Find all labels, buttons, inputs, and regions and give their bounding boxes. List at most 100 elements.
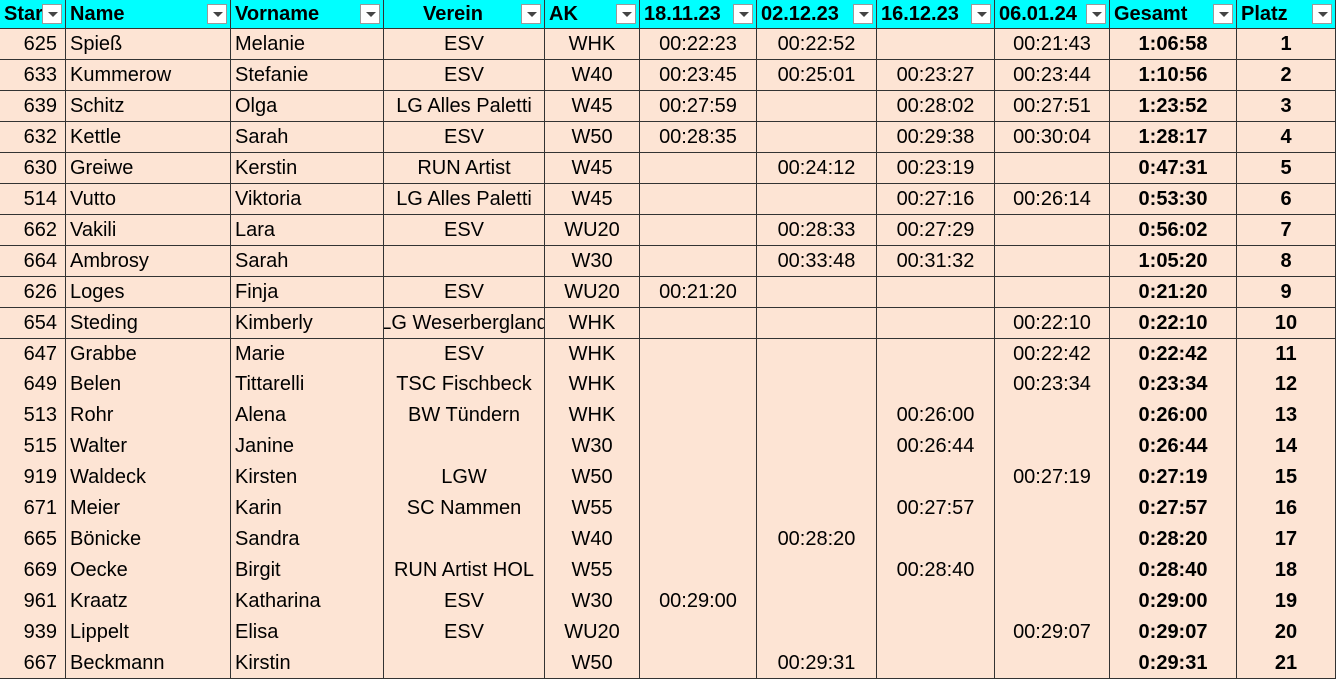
table-cell: 00:23:44 <box>995 59 1110 92</box>
column-header: Vorname <box>231 0 384 29</box>
table-cell <box>757 276 877 309</box>
table-cell: ESV <box>384 586 545 618</box>
table-cell: 0:27:57 <box>1110 493 1237 525</box>
table-cell: 647 <box>0 338 66 370</box>
table-cell: 00:23:19 <box>877 152 995 185</box>
table-cell <box>995 152 1110 185</box>
filter-button[interactable] <box>360 4 380 24</box>
table-cell <box>384 648 545 679</box>
column-header: 02.12.23 <box>757 0 877 29</box>
table-cell: WU20 <box>545 276 640 309</box>
table-cell <box>640 400 757 432</box>
filter-button[interactable] <box>1086 4 1106 24</box>
filter-button[interactable] <box>1213 4 1233 24</box>
column-header: Verein <box>384 0 545 29</box>
table-cell: BW Tündern <box>384 400 545 432</box>
table-cell: 0:29:07 <box>1110 617 1237 649</box>
table-cell: W30 <box>545 586 640 618</box>
table-cell: 1 <box>1237 29 1336 61</box>
table-cell <box>757 555 877 587</box>
table-cell: 0:53:30 <box>1110 183 1237 216</box>
table-cell: 515 <box>0 431 66 463</box>
table-cell: 0:21:20 <box>1110 276 1237 309</box>
table-cell <box>877 338 995 370</box>
table-cell: 00:22:23 <box>640 29 757 61</box>
table-cell: WU20 <box>545 214 640 247</box>
table-cell: Kerstin <box>231 152 384 185</box>
table-cell: 00:21:43 <box>995 29 1110 61</box>
table-cell <box>757 462 877 494</box>
table-cell: 939 <box>0 617 66 649</box>
table-cell: Katharina <box>231 586 384 618</box>
table-cell <box>757 369 877 401</box>
filter-button[interactable] <box>1312 4 1332 24</box>
table-cell: 00:26:14 <box>995 183 1110 216</box>
table-cell: 00:29:38 <box>877 121 995 154</box>
table-cell: ESV <box>384 617 545 649</box>
table-cell: 00:28:02 <box>877 90 995 123</box>
table-cell: Lippelt <box>66 617 231 649</box>
table-cell <box>640 214 757 247</box>
filter-button[interactable] <box>42 4 62 24</box>
filter-button[interactable] <box>207 4 227 24</box>
table-cell: Viktoria <box>231 183 384 216</box>
table-cell: 00:23:45 <box>640 59 757 92</box>
table-cell: Steding <box>66 307 231 339</box>
filter-button[interactable] <box>521 4 541 24</box>
table-cell: 00:27:19 <box>995 462 1110 494</box>
table-cell: Loges <box>66 276 231 309</box>
table-cell <box>640 152 757 185</box>
table-cell <box>877 617 995 649</box>
table-cell: 632 <box>0 121 66 154</box>
table-cell <box>877 524 995 556</box>
table-cell: Karin <box>231 493 384 525</box>
table-cell: 00:30:04 <box>995 121 1110 154</box>
table-cell: 665 <box>0 524 66 556</box>
table-cell: 664 <box>0 245 66 278</box>
table-cell: LGW <box>384 462 545 494</box>
table-cell: 0:27:19 <box>1110 462 1237 494</box>
table-cell: 654 <box>0 307 66 339</box>
table-cell: Waldeck <box>66 462 231 494</box>
table-cell: W50 <box>545 121 640 154</box>
table-cell: 0:22:10 <box>1110 307 1237 339</box>
filter-button[interactable] <box>733 4 753 24</box>
table-cell: Olga <box>231 90 384 123</box>
table-cell: 0:26:00 <box>1110 400 1237 432</box>
table-cell: 0:29:31 <box>1110 648 1237 679</box>
table-cell <box>384 431 545 463</box>
table-cell <box>757 183 877 216</box>
table-cell: 00:26:00 <box>877 400 995 432</box>
filter-button[interactable] <box>616 4 636 24</box>
table-cell: 1:10:56 <box>1110 59 1237 92</box>
filter-button[interactable] <box>971 4 991 24</box>
table-cell: Ambrosy <box>66 245 231 278</box>
column-header: Name <box>66 0 231 29</box>
filter-button[interactable] <box>853 4 873 24</box>
table-cell: SC Nammen <box>384 493 545 525</box>
table-cell: 0:28:20 <box>1110 524 1237 556</box>
table-cell: WHK <box>545 400 640 432</box>
table-cell <box>640 648 757 679</box>
table-cell: 11 <box>1237 338 1336 370</box>
table-cell: 00:33:48 <box>757 245 877 278</box>
table-cell: Meier <box>66 493 231 525</box>
table-cell: W40 <box>545 524 640 556</box>
table-cell: Kettle <box>66 121 231 154</box>
table-cell <box>877 648 995 679</box>
table-cell <box>877 276 995 309</box>
table-cell: 639 <box>0 90 66 123</box>
table-cell: WHK <box>545 369 640 401</box>
table-cell <box>995 276 1110 309</box>
table-cell: Alena <box>231 400 384 432</box>
table-cell: 5 <box>1237 152 1336 185</box>
table-cell: 00:21:20 <box>640 276 757 309</box>
table-cell: Stefanie <box>231 59 384 92</box>
table-cell: 8 <box>1237 245 1336 278</box>
table-cell: RUN Artist <box>384 152 545 185</box>
table-cell <box>640 462 757 494</box>
table-cell: ESV <box>384 276 545 309</box>
table-cell: 00:29:31 <box>757 648 877 679</box>
table-cell <box>995 524 1110 556</box>
table-cell <box>877 586 995 618</box>
